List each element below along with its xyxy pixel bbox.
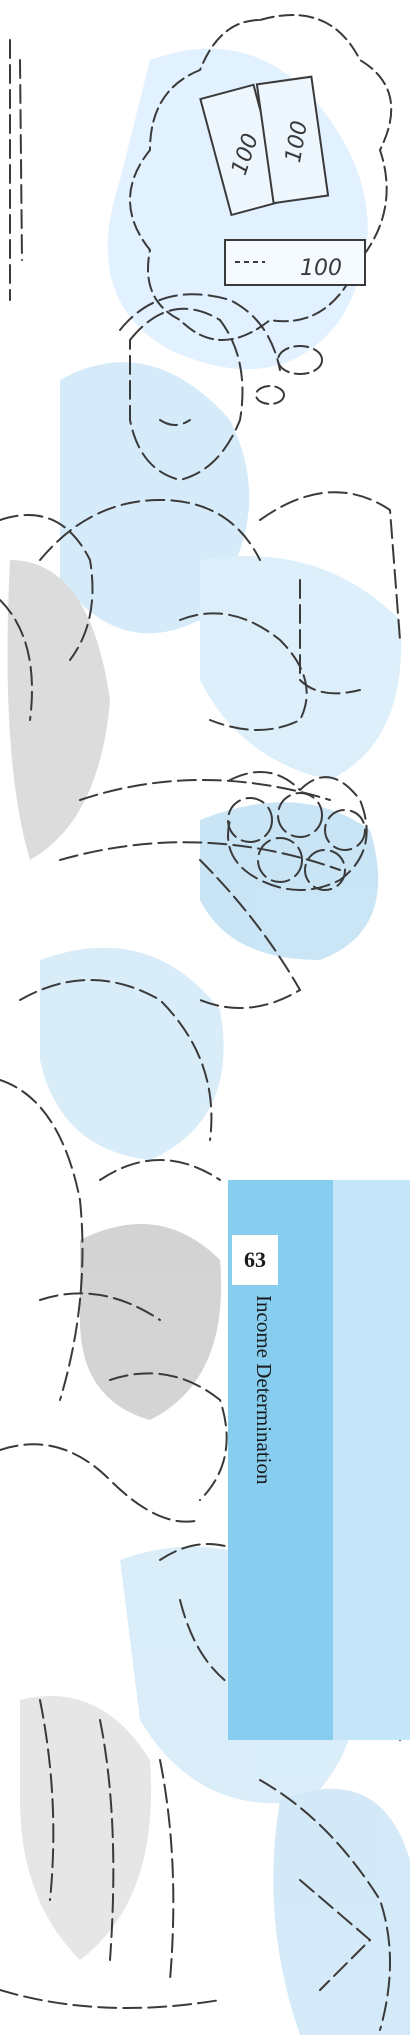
chapter-title: Income Determination [252,1295,276,1485]
page-number: 63 [232,1235,278,1285]
banknotes-icon [199,75,366,286]
thought-cloud [129,14,393,405]
margin-tab-stripe [333,1180,410,1740]
banknote-text-3: 100 [300,256,342,281]
